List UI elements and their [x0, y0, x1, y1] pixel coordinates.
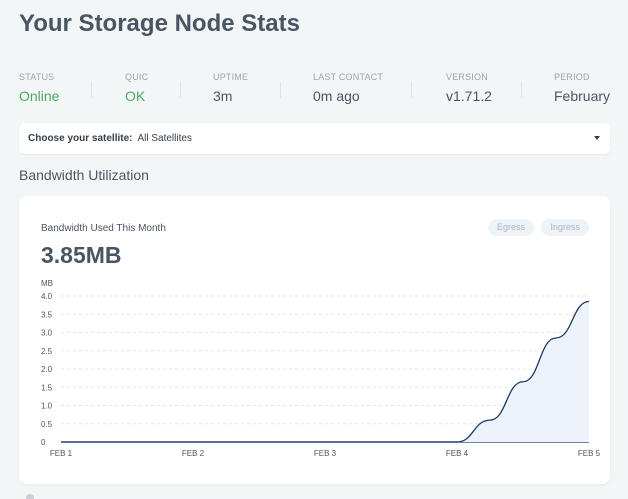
stat-label: VERSION: [446, 72, 488, 82]
stat-value: February: [554, 88, 611, 104]
bandwidth-chart-card: Bandwidth Used This Month 3.85MB Egress …: [19, 196, 610, 484]
y-tick-label: 1.5: [41, 383, 53, 392]
stat-quic: QUIC OK: [125, 72, 148, 104]
stat-label: QUIC: [125, 72, 149, 82]
y-tick-label: 3.0: [41, 329, 53, 338]
y-tick-label: 2.5: [41, 347, 53, 356]
x-tick-label: FEB 2: [182, 449, 205, 458]
bandwidth-line: [60, 300, 590, 443]
stat-label: LAST CONTACT: [313, 72, 384, 82]
x-tick-label: FEB 5: [578, 449, 601, 458]
stat-label: STATUS: [19, 72, 55, 82]
stat-version: VERSION v1.71.2: [446, 72, 492, 104]
stat-last-contact: LAST CONTACT 0m ago: [313, 72, 383, 104]
stat-divider: [91, 82, 92, 98]
bottom-indicator: [26, 494, 34, 499]
bandwidth-chart: MB 4.0 3.5 3.0 2.5 2.0 1.5 1.0 0.5 0 FEB 1 FEB 2 FEB…: [41, 279, 601, 458]
stat-value: 0m ago: [313, 88, 360, 104]
satellite-dropdown-value: All Satellites: [137, 133, 192, 144]
stat-value: Online: [19, 88, 60, 104]
y-tick-label: 0.5: [41, 420, 53, 429]
stat-label: PERIOD: [554, 72, 590, 82]
y-tick-label: 4.0: [41, 292, 53, 301]
x-tick-label: FEB 4: [446, 449, 469, 458]
stat-value: v1.71.2: [446, 88, 492, 104]
stat-divider: [521, 82, 522, 98]
bandwidth-area: [61, 301, 589, 442]
satellite-dropdown-label: Choose your satellite:: [28, 133, 133, 144]
stat-divider: [180, 82, 181, 98]
stats-bar: STATUS Online QUIC OK UPTIME 3m LAST CON…: [19, 72, 619, 112]
stat-status: STATUS Online: [19, 72, 59, 104]
x-tick-label: FEB 1: [50, 449, 73, 458]
bandwidth-total: 3.85MB: [41, 242, 122, 268]
stat-period: PERIOD February: [554, 72, 610, 104]
stat-uptime: UPTIME 3m: [213, 72, 248, 104]
satellite-dropdown[interactable]: Choose your satellite: All Satellites: [19, 123, 610, 154]
caret-down-icon: [594, 136, 600, 140]
y-tick-label: 2.0: [41, 365, 53, 374]
stat-value: OK: [125, 88, 146, 104]
egress-toggle-button[interactable]: Egress: [487, 219, 534, 236]
stat-value: 3m: [213, 88, 233, 104]
ingress-toggle-button[interactable]: Ingress: [541, 219, 589, 236]
y-tick-label: 3.5: [41, 310, 53, 319]
section-title-bandwidth: Bandwidth Utilization: [19, 167, 149, 183]
y-tick-label: 0: [41, 438, 46, 447]
stat-divider: [411, 82, 412, 98]
stat-divider: [280, 82, 281, 98]
y-tick-label: 1.0: [41, 402, 53, 411]
page-title: Your Storage Node Stats: [19, 10, 300, 37]
chart-card-title: Bandwidth Used This Month: [41, 223, 166, 234]
x-tick-label: FEB 3: [314, 449, 337, 458]
stat-label: UPTIME: [213, 72, 249, 82]
y-axis-unit-label: MB: [41, 279, 53, 288]
